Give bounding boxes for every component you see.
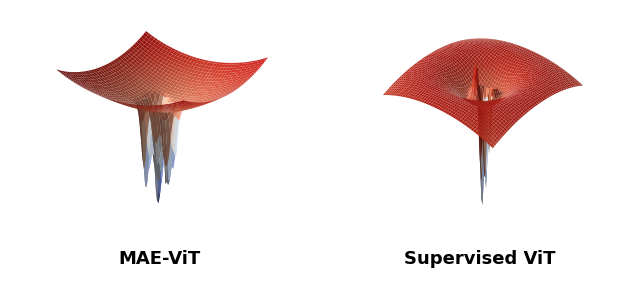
Text: Supervised ViT: Supervised ViT	[404, 250, 556, 268]
Text: MAE-ViT: MAE-ViT	[119, 250, 201, 268]
